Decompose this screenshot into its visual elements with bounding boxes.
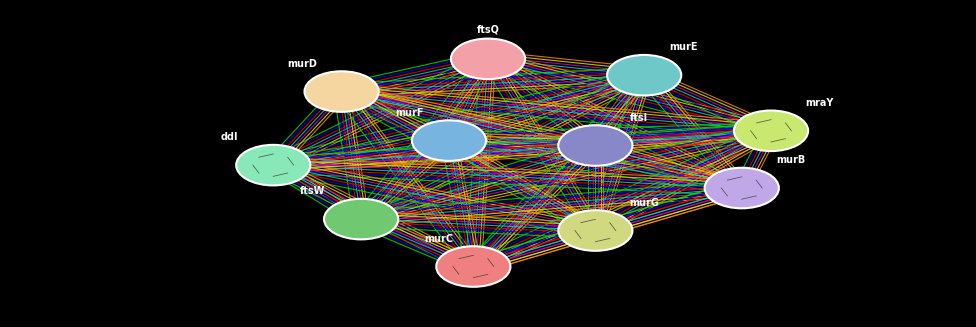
Text: murC: murC	[425, 234, 454, 244]
Text: ftsW: ftsW	[300, 186, 325, 196]
Text: murG: murG	[630, 198, 659, 208]
Ellipse shape	[451, 39, 525, 79]
Ellipse shape	[412, 120, 486, 161]
Ellipse shape	[607, 55, 681, 95]
Text: mraY: mraY	[805, 98, 834, 108]
Text: ddl: ddl	[221, 132, 238, 142]
Ellipse shape	[705, 168, 779, 208]
Text: murB: murB	[776, 155, 805, 165]
Text: ftsQ: ftsQ	[476, 25, 500, 34]
Text: murF: murF	[395, 108, 425, 118]
Ellipse shape	[436, 246, 510, 287]
Ellipse shape	[236, 145, 310, 185]
Text: murD: murD	[288, 59, 317, 69]
Ellipse shape	[558, 210, 632, 251]
Ellipse shape	[305, 71, 379, 112]
Ellipse shape	[734, 111, 808, 151]
Ellipse shape	[558, 125, 632, 166]
Ellipse shape	[324, 199, 398, 239]
Text: murE: murE	[669, 43, 698, 52]
Text: ftsI: ftsI	[630, 113, 648, 123]
